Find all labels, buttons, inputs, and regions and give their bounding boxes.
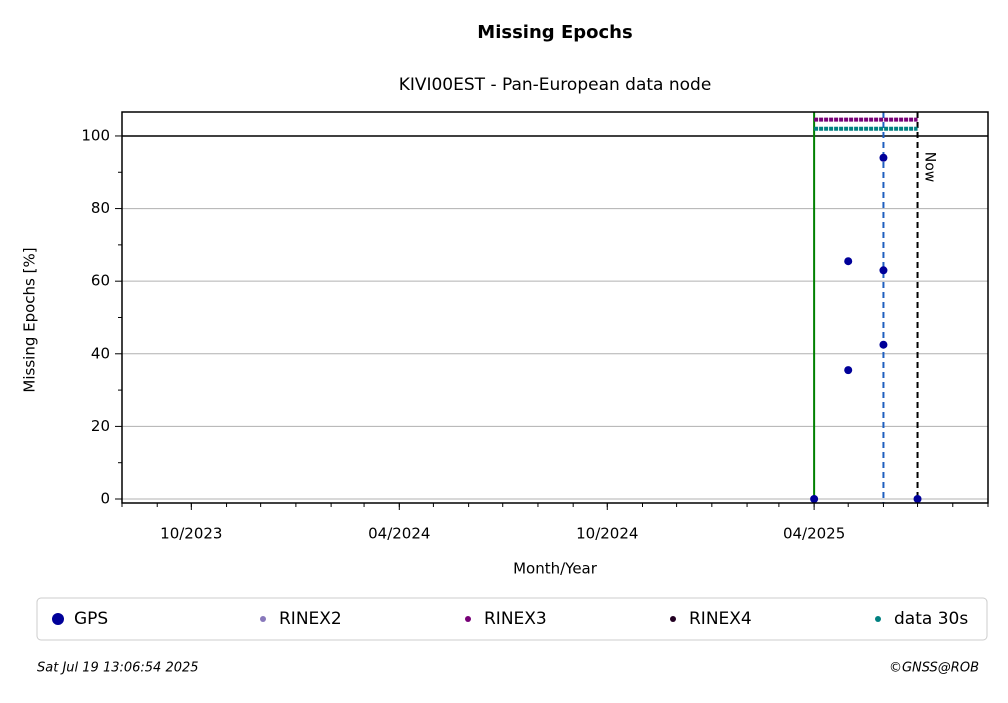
chart-subtitle: KIVI00EST - Pan-European data node (399, 75, 712, 95)
legend-marker (670, 616, 676, 622)
x-tick-label: 10/2023 (160, 525, 222, 543)
y-tick-label: 60 (91, 272, 110, 290)
legend-marker (52, 613, 64, 625)
legend-marker (260, 616, 266, 622)
legend-marker (465, 616, 471, 622)
y-axis-label: Missing Epochs [%] (21, 247, 39, 392)
data-point (913, 495, 922, 504)
data-point (844, 257, 853, 266)
chart-title: Missing Epochs (477, 22, 632, 43)
legend-label: RINEX4 (689, 609, 752, 629)
x-axis-label: Month/Year (513, 560, 598, 578)
legend-label: RINEX3 (484, 609, 547, 629)
legend-marker (875, 616, 881, 622)
y-tick-label: 20 (91, 417, 110, 435)
footer-right: ©GNSS@ROB (889, 661, 979, 676)
data-point (810, 495, 819, 504)
legend-box (36, 597, 988, 641)
data-point (879, 340, 888, 349)
y-tick-label: 80 (91, 199, 110, 217)
data-point (879, 266, 888, 275)
x-tick-label: 04/2024 (368, 525, 430, 543)
data-point (879, 153, 888, 162)
legend-label: RINEX2 (279, 609, 342, 629)
y-tick-label: 40 (91, 344, 110, 362)
footer-left: Sat Jul 19 13:06:54 2025 (37, 661, 199, 676)
legend-label: data 30s (894, 609, 968, 629)
x-tick-label: 10/2024 (576, 525, 638, 543)
y-tick-label: 100 (81, 126, 110, 144)
legend-label: GPS (74, 609, 108, 629)
vline-label: Now (922, 152, 938, 183)
y-tick-label: 0 (100, 490, 110, 508)
x-tick-label: 04/2025 (783, 525, 845, 543)
data-point (844, 366, 853, 375)
plot-frame (121, 111, 989, 504)
